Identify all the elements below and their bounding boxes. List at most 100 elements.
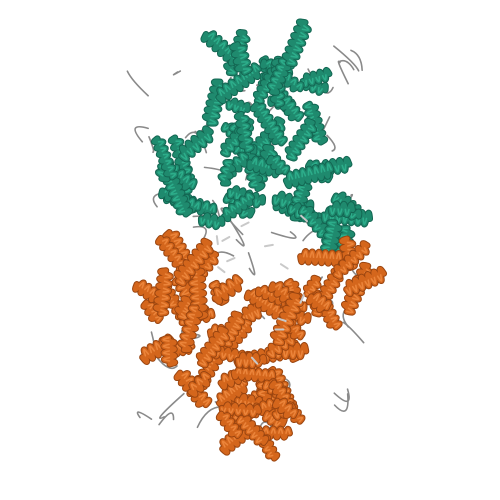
chain-a-helix-highlight (295, 192, 303, 198)
chain-a-helix-highlight (304, 103, 312, 109)
loop-segment (247, 252, 256, 276)
loop-segment (158, 412, 175, 426)
ligand-stick (299, 294, 305, 304)
chain-a-helix-highlight (261, 110, 268, 117)
chain-a-helix-highlight (234, 104, 239, 111)
loop-segment (148, 135, 155, 153)
chain-a-helix-highlight (235, 201, 242, 208)
chain-a-helix-highlight (307, 124, 315, 131)
loop-segment (350, 49, 363, 72)
chain-b-helix-highlight (216, 338, 224, 345)
loop-segment (333, 45, 360, 72)
chain-a-helix-highlight (257, 105, 265, 112)
chain-a-helix-highlight (229, 190, 235, 198)
chain-a-helix-highlight (288, 153, 296, 160)
chain-a-helix-highlight (319, 229, 326, 236)
chain-a-helix-highlight (175, 140, 182, 146)
chain-b-helix-highlight (324, 291, 331, 298)
chain-b-helix-highlight (285, 280, 293, 286)
loop-segment (333, 388, 350, 403)
ligand-sticks (215, 214, 308, 365)
chain-b-helix-highlight (336, 252, 341, 260)
chain-b-helix-highlight (334, 271, 341, 278)
chain-b-helix-highlight (173, 239, 182, 246)
chain-b-helix-highlight (179, 341, 187, 348)
chain-a-helix-highlight (271, 78, 279, 84)
chain-a-helix-highlight (167, 166, 174, 172)
chain-a-helix-highlight (241, 116, 248, 123)
chain-b-helix-highlight (258, 390, 266, 396)
chain-a-helix-highlight (207, 219, 213, 227)
chain-a-helix-highlight (272, 157, 279, 164)
chain-b-helix-highlight (260, 287, 267, 294)
chain-b-helix-highlight (346, 307, 354, 314)
chain-b-helix-highlight (224, 390, 231, 398)
chain-b-helix-highlight (223, 339, 231, 346)
chain-b-helix-highlight (267, 451, 274, 458)
chain-a-helix-highlight (321, 74, 327, 81)
chain-b-helix-highlight (327, 311, 335, 317)
chain-a-helix-highlight (300, 136, 308, 143)
loop-segment (172, 70, 182, 76)
chain-b-helix-highlight (138, 281, 145, 289)
chain-a-helix-highlight (301, 169, 307, 178)
chain-b-helix-highlight (361, 247, 368, 254)
chain-a-helix-highlight (241, 197, 248, 204)
chain-a-helix-highlight (225, 194, 232, 202)
chain-a-helix-highlight (239, 54, 248, 60)
chain-b-helix-highlight (269, 416, 276, 424)
chain-b-helix-highlight (251, 432, 258, 439)
chain-a-helix-highlight (212, 105, 221, 111)
chain-b-helix-highlight (309, 250, 315, 258)
chain-b-helix-highlight (330, 316, 338, 323)
chain-a-helix-highlight (281, 199, 287, 207)
chain-b-helix-highlight (264, 381, 271, 389)
chain-b-helix-highlight (196, 378, 204, 386)
chain-a-helix-highlight (202, 202, 209, 210)
chain-b-helix-highlight (223, 374, 229, 383)
chain-a-helix-highlight (311, 84, 317, 92)
chain-a-helix-highlight (235, 76, 243, 84)
chain-b-helix-highlight (204, 262, 211, 270)
chain-a-helix-highlight (177, 207, 186, 213)
chain-b-helix-highlight (297, 416, 303, 423)
loop-segment (333, 393, 349, 412)
chain-b-helix-highlight (215, 288, 222, 297)
chain-b-helix-highlight (351, 284, 358, 293)
chain-a-helix-highlight (181, 161, 189, 167)
loop-segment (134, 125, 149, 143)
chain-b-helix-highlight (302, 250, 308, 258)
chain-b-helix-highlight (280, 288, 288, 296)
chain-b-helix-highlight (162, 337, 170, 342)
chain-b-helix-highlight (322, 251, 328, 259)
chain-b-helix-highlight (313, 293, 320, 302)
chain-a-helix-highlight (290, 78, 297, 86)
chain-b-helix-highlight (290, 350, 296, 359)
chain-a-helix-highlight (296, 141, 304, 148)
chain-b-helix-highlight (174, 255, 181, 262)
chain-b-helix-highlight (331, 280, 338, 286)
chain-b-helix-highlight (243, 409, 249, 416)
chain-b-helix-highlight (188, 313, 196, 320)
chain-b-helix-highlight (250, 359, 255, 368)
chain-b-helix-highlight (284, 405, 291, 412)
chain-b-helix-highlight (212, 343, 219, 350)
chain-a-helix-highlight (183, 168, 191, 174)
chain-a-helix-highlight (278, 138, 286, 144)
chain-b-helix-highlight (185, 320, 194, 327)
chain-a-helix-highlight (192, 143, 200, 151)
chain-b-helix-highlight (179, 312, 187, 319)
chain-b-helix-highlight (181, 372, 189, 379)
chain-b-helix-highlight (190, 261, 198, 269)
chain-a-helix-highlight (165, 159, 172, 166)
chain-a-helix-highlight (222, 168, 229, 174)
chain-b-helix-highlight (181, 289, 190, 296)
ligand-stick (263, 243, 274, 248)
ligand-stick (221, 235, 231, 242)
chain-a-helix-highlight (198, 138, 205, 146)
chain-a-helix-highlight (320, 164, 326, 173)
chain-a-helix-highlight (326, 227, 335, 233)
chain-b-helix-highlight (290, 305, 299, 312)
chain-b-helix-highlight (147, 303, 154, 310)
